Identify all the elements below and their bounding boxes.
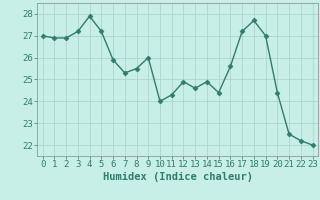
X-axis label: Humidex (Indice chaleur): Humidex (Indice chaleur): [103, 172, 252, 182]
